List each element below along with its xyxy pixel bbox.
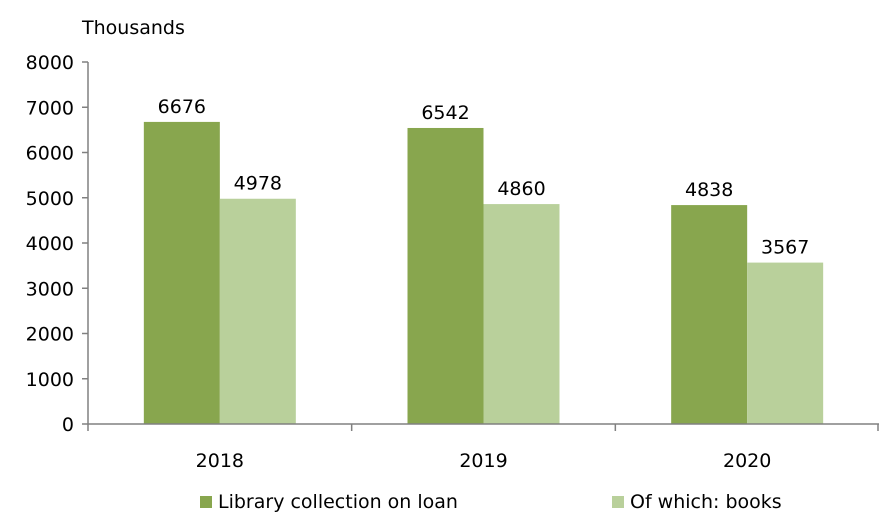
bar-2020-series-1 [671,205,748,424]
legend-label: Library collection on loan [218,491,458,513]
y-tick-label: 0 [62,414,74,436]
data-label: 4978 [234,173,282,195]
bar-2019-series-1 [407,127,484,425]
legend-swatch [612,496,624,508]
y-tick-label: 1000 [26,369,74,391]
y-axis: 0 1000 2000 3000 4000 5000 6000 7000 8000 [26,52,89,436]
y-tick-label: 6000 [26,143,74,165]
unit-label: Thousands [81,17,185,39]
y-tick-label: 7000 [26,97,74,119]
legend-swatch [200,496,212,508]
y-tick-label: 4000 [26,233,74,255]
y-tick-label: 8000 [26,52,74,74]
bars: 6676 4978 6542 4860 4838 3567 [143,96,824,425]
data-label: 4860 [497,178,545,200]
bar-2020-series-2 [747,262,824,424]
y-tick-label: 3000 [26,278,74,300]
x-tick-label: 2019 [459,450,507,472]
x-axis: 2018 2019 2020 [87,423,879,472]
legend: Library collection on loan Of which: book… [200,491,782,513]
data-label: 6542 [421,102,469,124]
bar-2018-series-1 [143,121,220,424]
y-tick-label: 5000 [26,188,74,210]
x-tick-label: 2020 [723,450,771,472]
x-tick-label: 2018 [196,450,244,472]
bar-2019-series-2 [483,204,560,424]
bar-2018-series-2 [219,198,296,424]
data-label: 3567 [761,237,809,259]
data-label: 4838 [685,179,733,201]
y-tick-label: 2000 [26,324,74,346]
data-label: 6676 [158,96,206,118]
legend-label: Of which: books [630,491,782,513]
